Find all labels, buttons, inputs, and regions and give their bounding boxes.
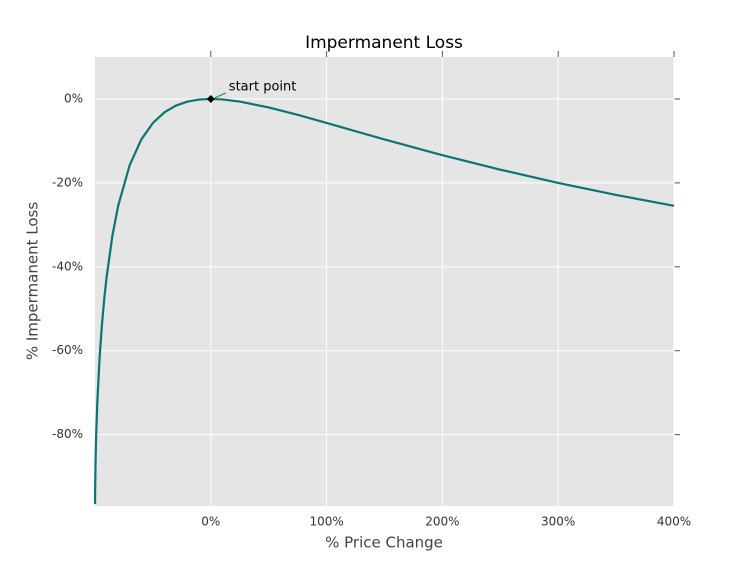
y-tick-label: -80% [52,427,83,441]
y-tick-label: -20% [52,175,83,189]
annotation-arrow [214,92,227,99]
annotation-text: start point [229,79,297,94]
x-tick-label: 400% [657,515,691,529]
x-tick-label: 200% [425,515,459,529]
x-tick-label: 100% [309,515,343,529]
plot-layer: -80% -60% -40% -20% 0% 0% 100% 200% 300% 400% star… [52,51,691,529]
y-tick-label: -60% [52,343,83,357]
x-tick-label: 0% [201,515,220,529]
chart-title: Impermanent Loss [305,33,463,53]
line-series [93,97,675,505]
y-axis-label: % Impermanent Loss [24,202,42,360]
y-tick-label: -40% [52,259,83,273]
x-tick-label: 300% [541,515,575,529]
plot-area [95,57,674,506]
y-tick-label: 0% [64,91,83,105]
x-axis-label: % Price Change [325,534,443,552]
annotation-marker [206,94,215,103]
